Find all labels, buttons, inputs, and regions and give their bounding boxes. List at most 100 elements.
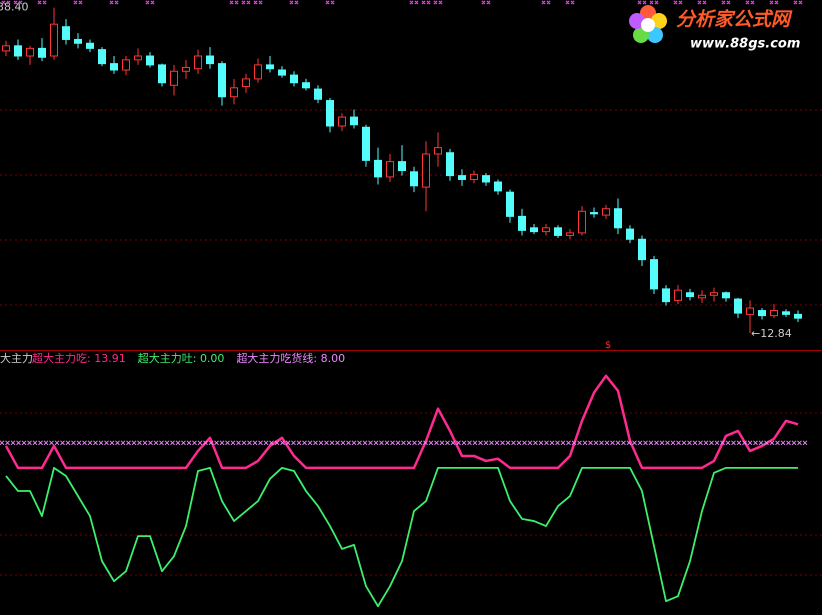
candle-body bbox=[746, 307, 754, 315]
candle-body bbox=[158, 64, 166, 84]
candle-body bbox=[638, 238, 646, 261]
legend-value: 13.91 bbox=[94, 352, 126, 365]
candle-body bbox=[182, 66, 190, 72]
candle-body bbox=[386, 161, 394, 178]
signal-mark bbox=[769, 0, 779, 5]
candle-body bbox=[530, 227, 538, 233]
candle-body bbox=[98, 49, 106, 65]
candle-body bbox=[710, 292, 718, 296]
indicator-line bbox=[4, 374, 799, 470]
legend-value: 8.00 bbox=[321, 352, 346, 365]
candle-body bbox=[410, 171, 418, 187]
signal-label: $ bbox=[605, 340, 611, 351]
candle-body bbox=[602, 208, 610, 216]
candle-body bbox=[170, 70, 178, 86]
logo: 分析家公式网 www.88gs.com bbox=[629, 5, 800, 52]
candle-body bbox=[734, 298, 742, 314]
signal-mark bbox=[253, 0, 263, 5]
signal-mark bbox=[721, 0, 731, 5]
signal-mark bbox=[37, 0, 47, 5]
candle-body bbox=[2, 45, 10, 52]
logo-url: www.88gs.com bbox=[690, 37, 800, 52]
level-line bbox=[0, 440, 808, 446]
candle-body bbox=[110, 63, 118, 71]
candle-body bbox=[146, 55, 154, 66]
candle-body bbox=[470, 173, 478, 180]
candle-body bbox=[350, 116, 358, 126]
candle-body bbox=[518, 215, 526, 231]
candle-body bbox=[698, 294, 706, 299]
legend-entry: 超大主力吃货线: 8.00 bbox=[236, 351, 345, 365]
logo-flower bbox=[629, 5, 667, 43]
candle-body bbox=[62, 26, 70, 40]
candle-body bbox=[434, 147, 442, 155]
candle-body bbox=[674, 289, 682, 301]
candle-body bbox=[362, 126, 370, 161]
signal-mark bbox=[13, 0, 23, 5]
logo-title: 分析家公式网 bbox=[676, 9, 793, 31]
candle-body bbox=[206, 55, 214, 65]
legend-value: 0.00 bbox=[200, 352, 225, 365]
indicator-line bbox=[5, 466, 798, 608]
candle-body bbox=[326, 100, 334, 127]
candle-body bbox=[26, 47, 34, 57]
candle-body bbox=[230, 87, 238, 98]
signal-mark bbox=[793, 0, 803, 5]
candle-body bbox=[590, 212, 598, 215]
candle-body bbox=[482, 175, 490, 183]
candle-body bbox=[554, 227, 562, 236]
candle-body bbox=[758, 310, 766, 317]
candle-body bbox=[578, 210, 586, 234]
candle-body bbox=[566, 232, 574, 236]
legend-entry: 超大主力吃: 13.91 bbox=[32, 351, 126, 365]
signal-mark bbox=[481, 0, 491, 5]
candle-body bbox=[74, 38, 82, 44]
candle-body bbox=[38, 47, 46, 58]
candle-body bbox=[650, 259, 658, 290]
candle-body bbox=[506, 191, 514, 217]
candle-body bbox=[542, 227, 550, 233]
legend-name: 超大主力吐: bbox=[138, 351, 197, 365]
candle-body bbox=[794, 313, 802, 319]
signal-mark bbox=[637, 0, 647, 5]
signal-mark bbox=[565, 0, 575, 5]
candle-body bbox=[782, 311, 790, 315]
candle-body bbox=[446, 152, 454, 177]
signal-mark bbox=[433, 0, 443, 5]
candle-body bbox=[242, 78, 250, 88]
candle-body bbox=[374, 159, 382, 178]
candle-body bbox=[422, 153, 430, 188]
candle-body bbox=[314, 88, 322, 100]
legend-name: 超大主力吃: bbox=[32, 351, 91, 365]
candle-body bbox=[14, 45, 22, 57]
signal-mark bbox=[673, 0, 683, 5]
candle-body bbox=[134, 55, 142, 61]
bottom-panel-grid bbox=[0, 412, 822, 576]
legend-name: 超大主力吃货线: bbox=[236, 351, 317, 365]
candle-body bbox=[266, 64, 274, 70]
signal-mark bbox=[697, 0, 707, 5]
candle-body bbox=[194, 55, 202, 70]
candle-body bbox=[302, 82, 310, 89]
candle-body bbox=[722, 292, 730, 299]
signal-mark bbox=[241, 0, 251, 5]
candle-body bbox=[626, 228, 634, 240]
signal-mark bbox=[145, 0, 155, 5]
candle-body bbox=[458, 175, 466, 180]
candle-body bbox=[278, 69, 286, 76]
top-panel-grid bbox=[0, 109, 822, 306]
candle-body bbox=[86, 42, 94, 49]
low-price-label: ←12.84 bbox=[751, 327, 792, 340]
candle-body bbox=[614, 208, 622, 229]
signal-mark bbox=[421, 0, 431, 5]
candle-body bbox=[254, 64, 262, 80]
signal-mark bbox=[325, 0, 335, 5]
signal-mark bbox=[289, 0, 299, 5]
indicator-title: 大主力 bbox=[0, 351, 33, 365]
candle-body bbox=[662, 288, 670, 303]
signal-mark bbox=[1, 0, 11, 5]
signal-mark bbox=[541, 0, 551, 5]
signal-mark bbox=[229, 0, 239, 5]
candle-body bbox=[770, 310, 778, 317]
